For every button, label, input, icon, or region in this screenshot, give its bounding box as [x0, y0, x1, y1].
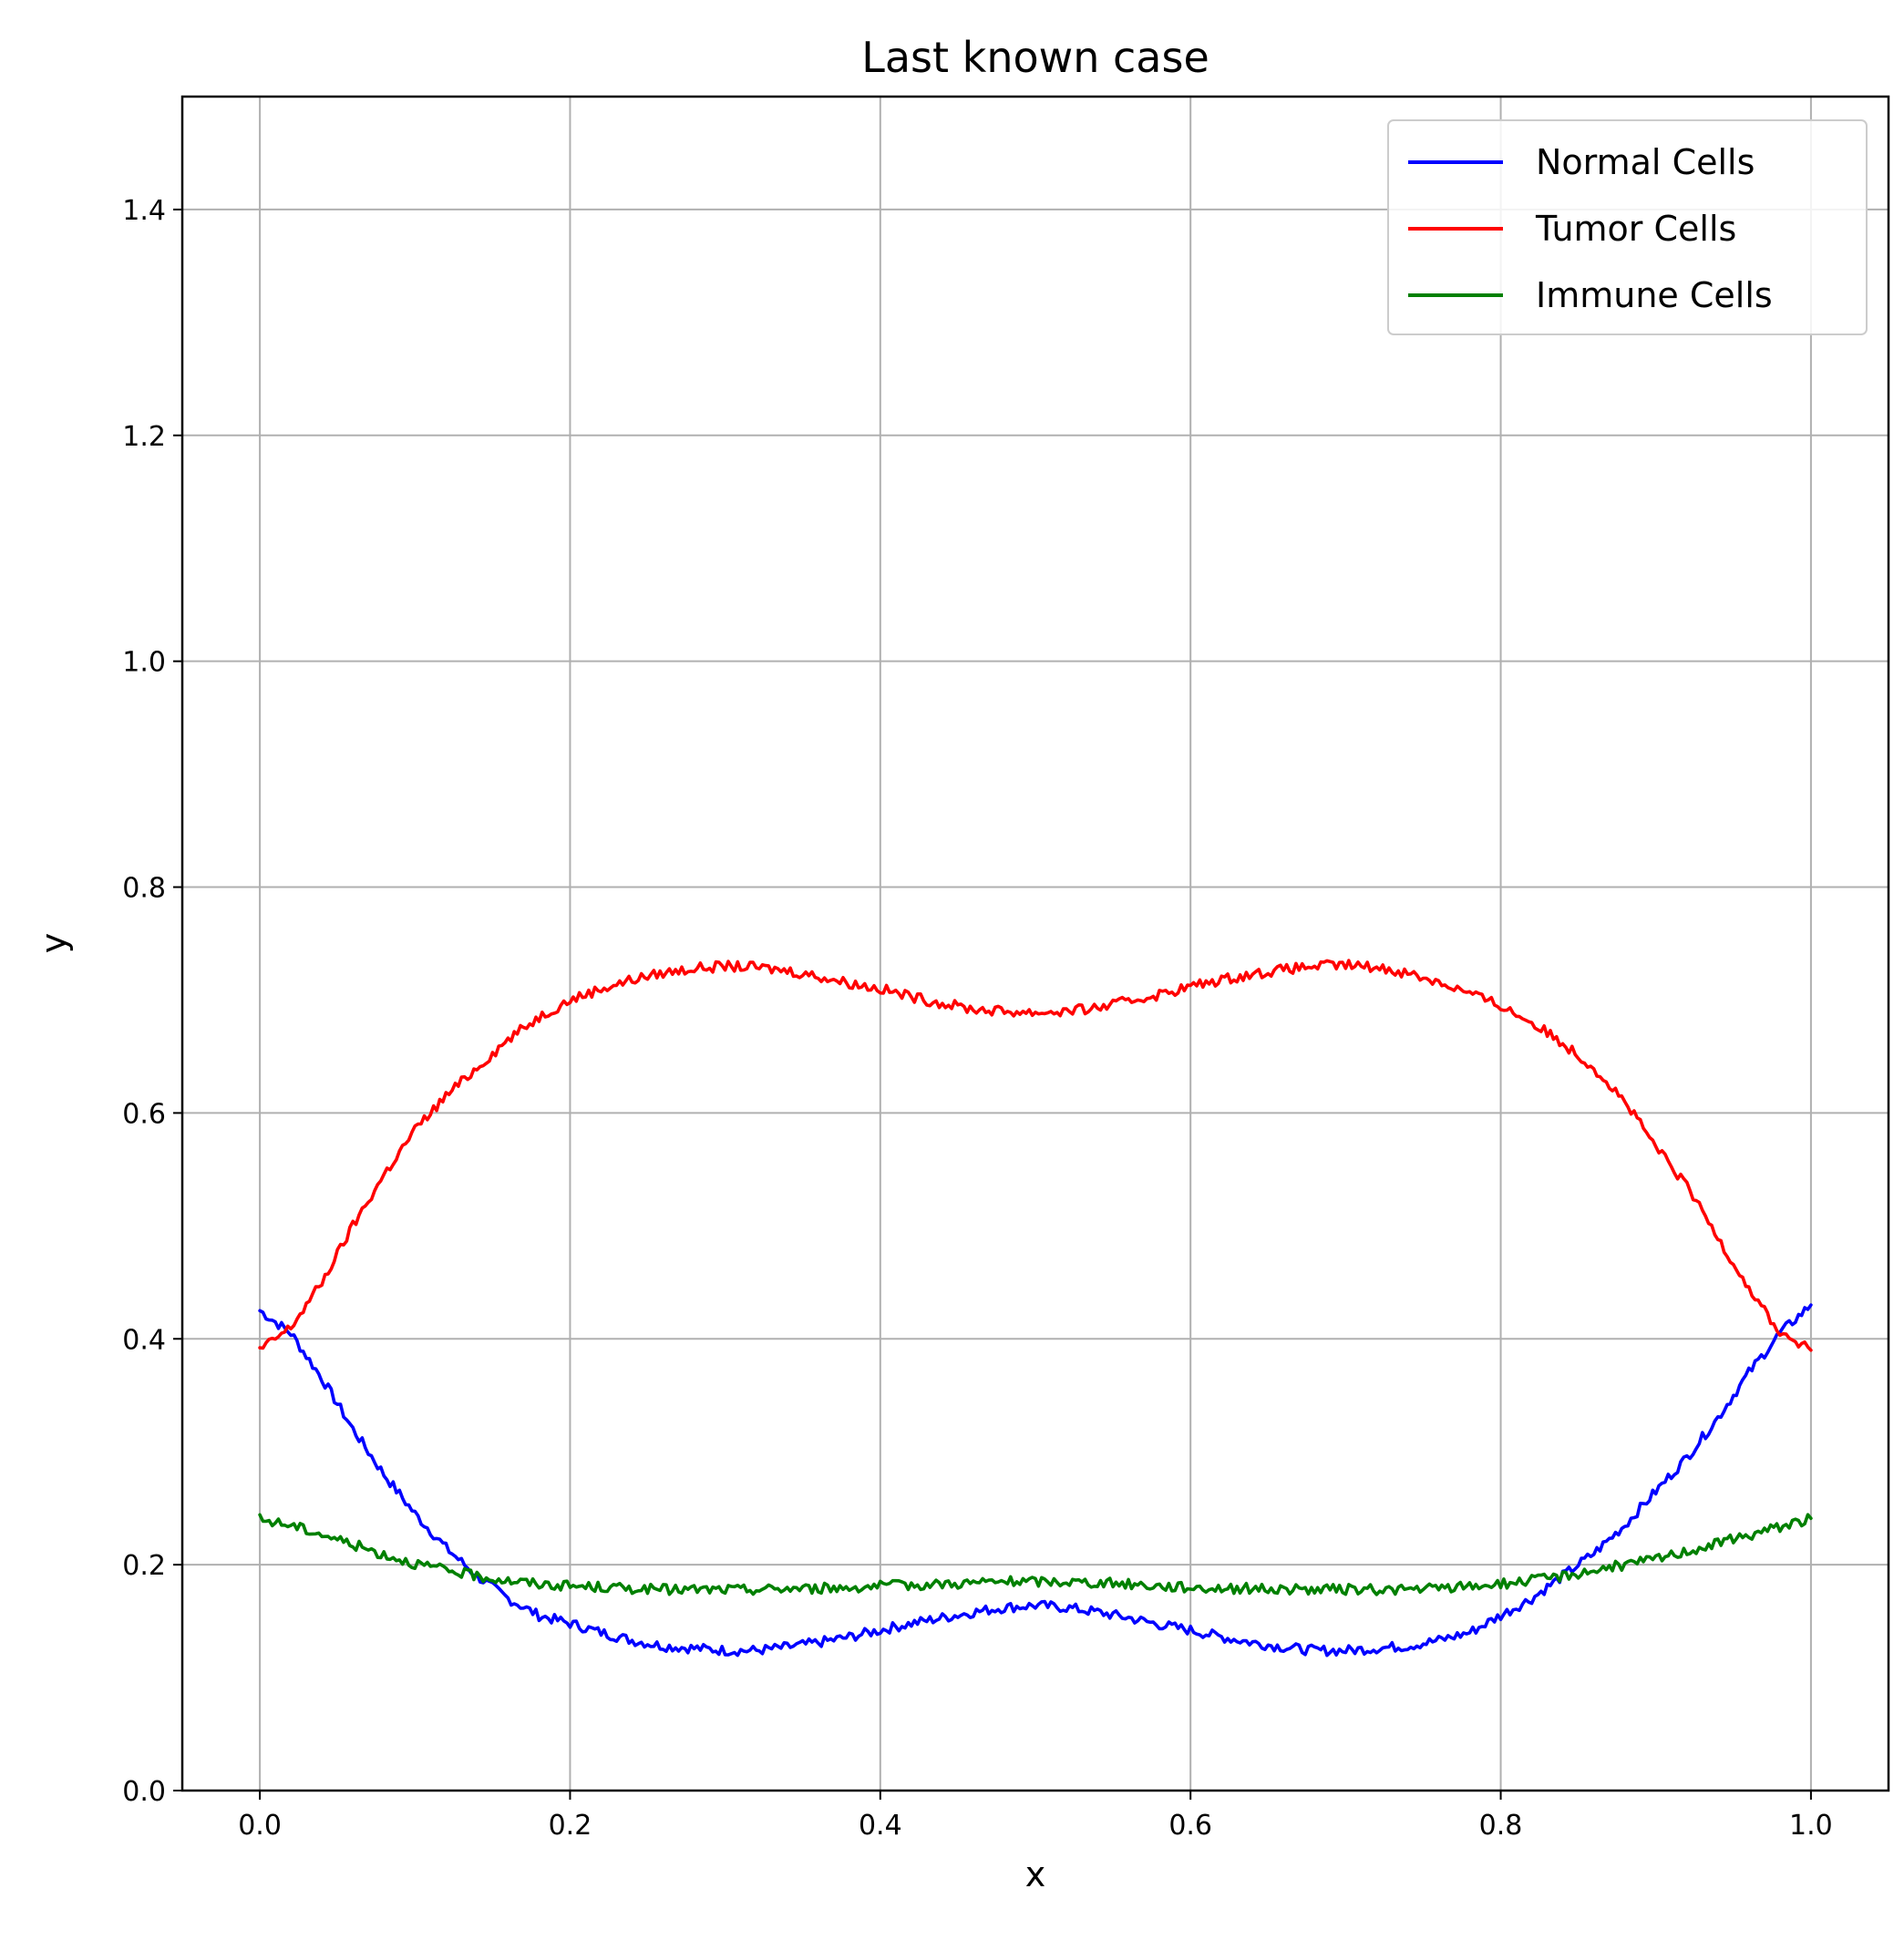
- y-axis: 0.0 0.2 0.4 0.6 0.8 1.0 1.2 1.4: [122, 195, 182, 1808]
- series-line-tumor-cells: [258, 959, 1813, 1352]
- y-tick-label: 0.2: [122, 1550, 166, 1582]
- series-lines: [258, 959, 1813, 1658]
- grid: [182, 97, 1889, 1791]
- chart-title: Last known case: [861, 33, 1209, 82]
- y-tick-label: 0.0: [122, 1776, 166, 1808]
- y-tick-label: 1.2: [122, 421, 166, 453]
- plot-frame: [180, 95, 1890, 1792]
- y-tick-label: 0.8: [122, 873, 166, 905]
- legend-label: Tumor Cells: [1535, 209, 1736, 249]
- legend-label: Immune Cells: [1536, 275, 1773, 315]
- y-axis-label: y: [34, 933, 74, 954]
- x-tick-label: 0.8: [1479, 1810, 1523, 1842]
- series-line-immune-cells: [258, 1513, 1813, 1596]
- x-tick-label: 0.2: [549, 1810, 592, 1842]
- x-tick-label: 0.4: [859, 1810, 902, 1842]
- x-tick-label: 1.0: [1789, 1810, 1833, 1842]
- legend: Normal Cells Tumor Cells Immune Cells: [1387, 119, 1868, 335]
- series-line-normal-cells: [258, 1303, 1813, 1658]
- legend-box: [1387, 119, 1868, 335]
- y-tick-label: 0.6: [122, 1098, 166, 1130]
- x-tick-label: 0.0: [238, 1810, 282, 1842]
- y-tick-label: 0.4: [122, 1324, 166, 1356]
- y-tick-label: 1.4: [122, 195, 166, 227]
- x-axis-label: x: [1025, 1854, 1046, 1894]
- x-tick-label: 0.6: [1168, 1810, 1212, 1842]
- legend-label: Normal Cells: [1536, 142, 1755, 182]
- y-tick-label: 1.0: [122, 647, 166, 679]
- x-axis: 0.0 0.2 0.4 0.6 0.8 1.0: [238, 1791, 1833, 1842]
